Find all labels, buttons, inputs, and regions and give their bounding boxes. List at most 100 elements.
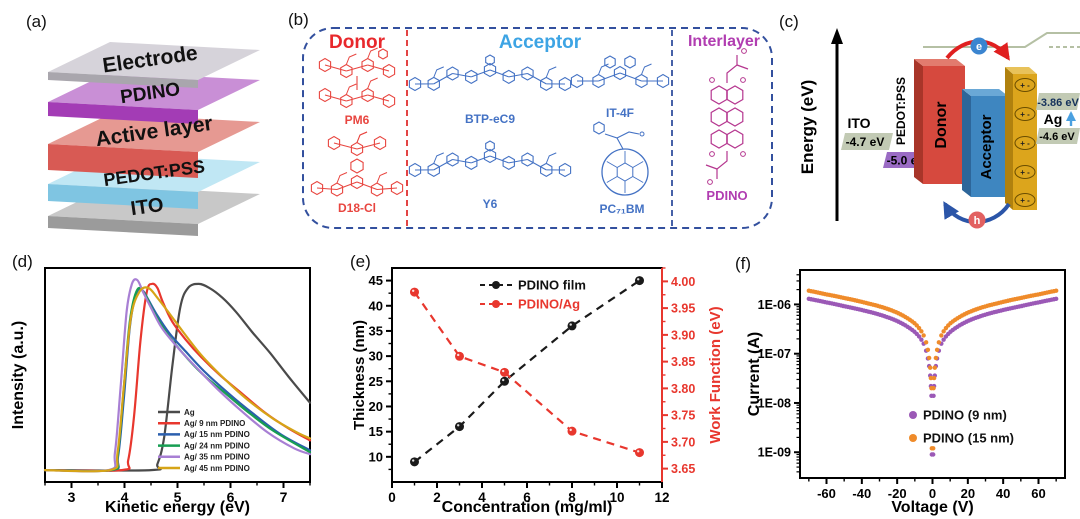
molecule-label-btp-ec9: BTP-eC9 (465, 112, 515, 126)
data-point (455, 422, 464, 432)
acceptor-block-label: Acceptor (978, 114, 995, 179)
molecule-structure-pc71bm (593, 121, 649, 196)
layer-front-face (48, 102, 198, 124)
data-point (455, 351, 464, 361)
ring (593, 121, 605, 135)
layer-top-face (48, 114, 260, 152)
dipole-symbol: + - (1020, 110, 1030, 119)
data-dot (936, 340, 942, 345)
y-left-tick-label: 40 (369, 298, 383, 313)
data-dot (806, 288, 812, 293)
ring (726, 107, 744, 127)
layer-front-face (48, 72, 198, 88)
y-axis-title: Current (A) (746, 332, 763, 416)
data-dot (1053, 288, 1059, 293)
data-point (500, 367, 509, 377)
data-dot (941, 337, 946, 342)
data-dot (941, 329, 946, 334)
data-dot (1053, 296, 1059, 302)
y-left-axis-title: Thickness (nm) (351, 320, 368, 430)
ag-value: -4.6 eV (1039, 131, 1075, 143)
panel-label-b: (b) (288, 10, 309, 29)
materials-box-border (302, 27, 773, 229)
energy-axis-arrowhead (831, 28, 843, 44)
layer-slab-active-layer (48, 114, 260, 178)
dipole-symbol: + - (1020, 81, 1030, 90)
molecule-label-pc71bm: PC₇₁BM (599, 202, 644, 216)
ring (310, 180, 324, 196)
ring (373, 135, 387, 151)
y-right-tick-label: 3.70 (671, 435, 695, 449)
electron-ball (970, 37, 988, 55)
ring (382, 63, 396, 79)
layer-label-5: ITO (129, 194, 165, 220)
ring (361, 87, 374, 103)
y-left-tick-label: 20 (369, 399, 383, 414)
ring (613, 65, 627, 81)
data-dot (933, 355, 939, 361)
ring (485, 140, 495, 152)
legend-marker (909, 434, 917, 442)
plot-frame (391, 267, 663, 483)
legend-label: Ag/ 45 nm PDINO (184, 464, 250, 473)
ring (592, 73, 605, 89)
legend-label: PDINO/Ag (518, 297, 580, 312)
dipole-ellipse (1014, 136, 1036, 150)
materials-structures-panel: Donor Acceptor Interlayer PM6 D18-Cl BTP-eC9 Y… (302, 27, 773, 229)
ito-value: -4.7 eV (846, 135, 885, 149)
ring (378, 48, 388, 60)
y-right-tick-label: 4.00 (671, 275, 695, 289)
ito-level-bar (841, 133, 893, 150)
ring (408, 162, 422, 178)
x-tick-label: 0 (929, 486, 936, 501)
ring (558, 162, 572, 178)
y-left-tick-label: 15 (369, 424, 383, 439)
y-right-tick-label: 3.90 (671, 328, 695, 342)
data-dot (926, 355, 932, 361)
legend-marker (492, 300, 500, 308)
ring (710, 129, 728, 149)
ring (370, 182, 384, 197)
dipole-ellipse (1014, 193, 1036, 207)
legend-label: PDINO film (518, 278, 586, 293)
x-tick-label: 10 (609, 490, 624, 505)
panel-label-e: (e) (350, 252, 371, 271)
y-tick-label: 1E-07 (758, 347, 791, 361)
y-right-tick-label: 3.85 (671, 355, 695, 369)
x-tick-label: 20 (961, 486, 975, 501)
data-point (567, 321, 577, 331)
ring (485, 54, 495, 66)
ring (540, 76, 553, 92)
hole-ball (968, 211, 986, 229)
x-tick-label: 5 (174, 489, 182, 505)
ring (408, 76, 422, 92)
legend-label: Ag (184, 408, 195, 417)
ring (521, 66, 534, 81)
ag-level-bar (1036, 128, 1080, 144)
molecule-structure-btp-ec9 (408, 54, 572, 92)
y-left-tick-label: 35 (369, 323, 383, 338)
data-point-shine (457, 424, 460, 427)
ag-modified-level-bar (1036, 93, 1080, 110)
ring (446, 66, 459, 81)
ring (604, 55, 616, 69)
molecule-label-it-4f: IT-4F (606, 106, 634, 120)
ring (465, 155, 478, 171)
data-point-shine (637, 450, 640, 453)
data-dot (931, 393, 936, 398)
x-axis-title: Voltage (V) (891, 499, 973, 516)
data-dot (934, 347, 940, 353)
data-point (410, 287, 419, 297)
panel-label-c: (c) (779, 12, 799, 31)
data-dot (928, 365, 933, 370)
interlayer-header: Interlayer (688, 33, 760, 50)
x-tick-label: 4 (478, 490, 486, 505)
data-point-shine (569, 428, 572, 432)
molecule-structure-pm6 (318, 47, 396, 109)
acceptor-block (962, 89, 1008, 197)
y-left-tick-label: 10 (369, 449, 383, 464)
dipole-ellipse (1014, 78, 1036, 92)
panel-label-f: (f) (735, 254, 752, 273)
ring (330, 182, 344, 197)
